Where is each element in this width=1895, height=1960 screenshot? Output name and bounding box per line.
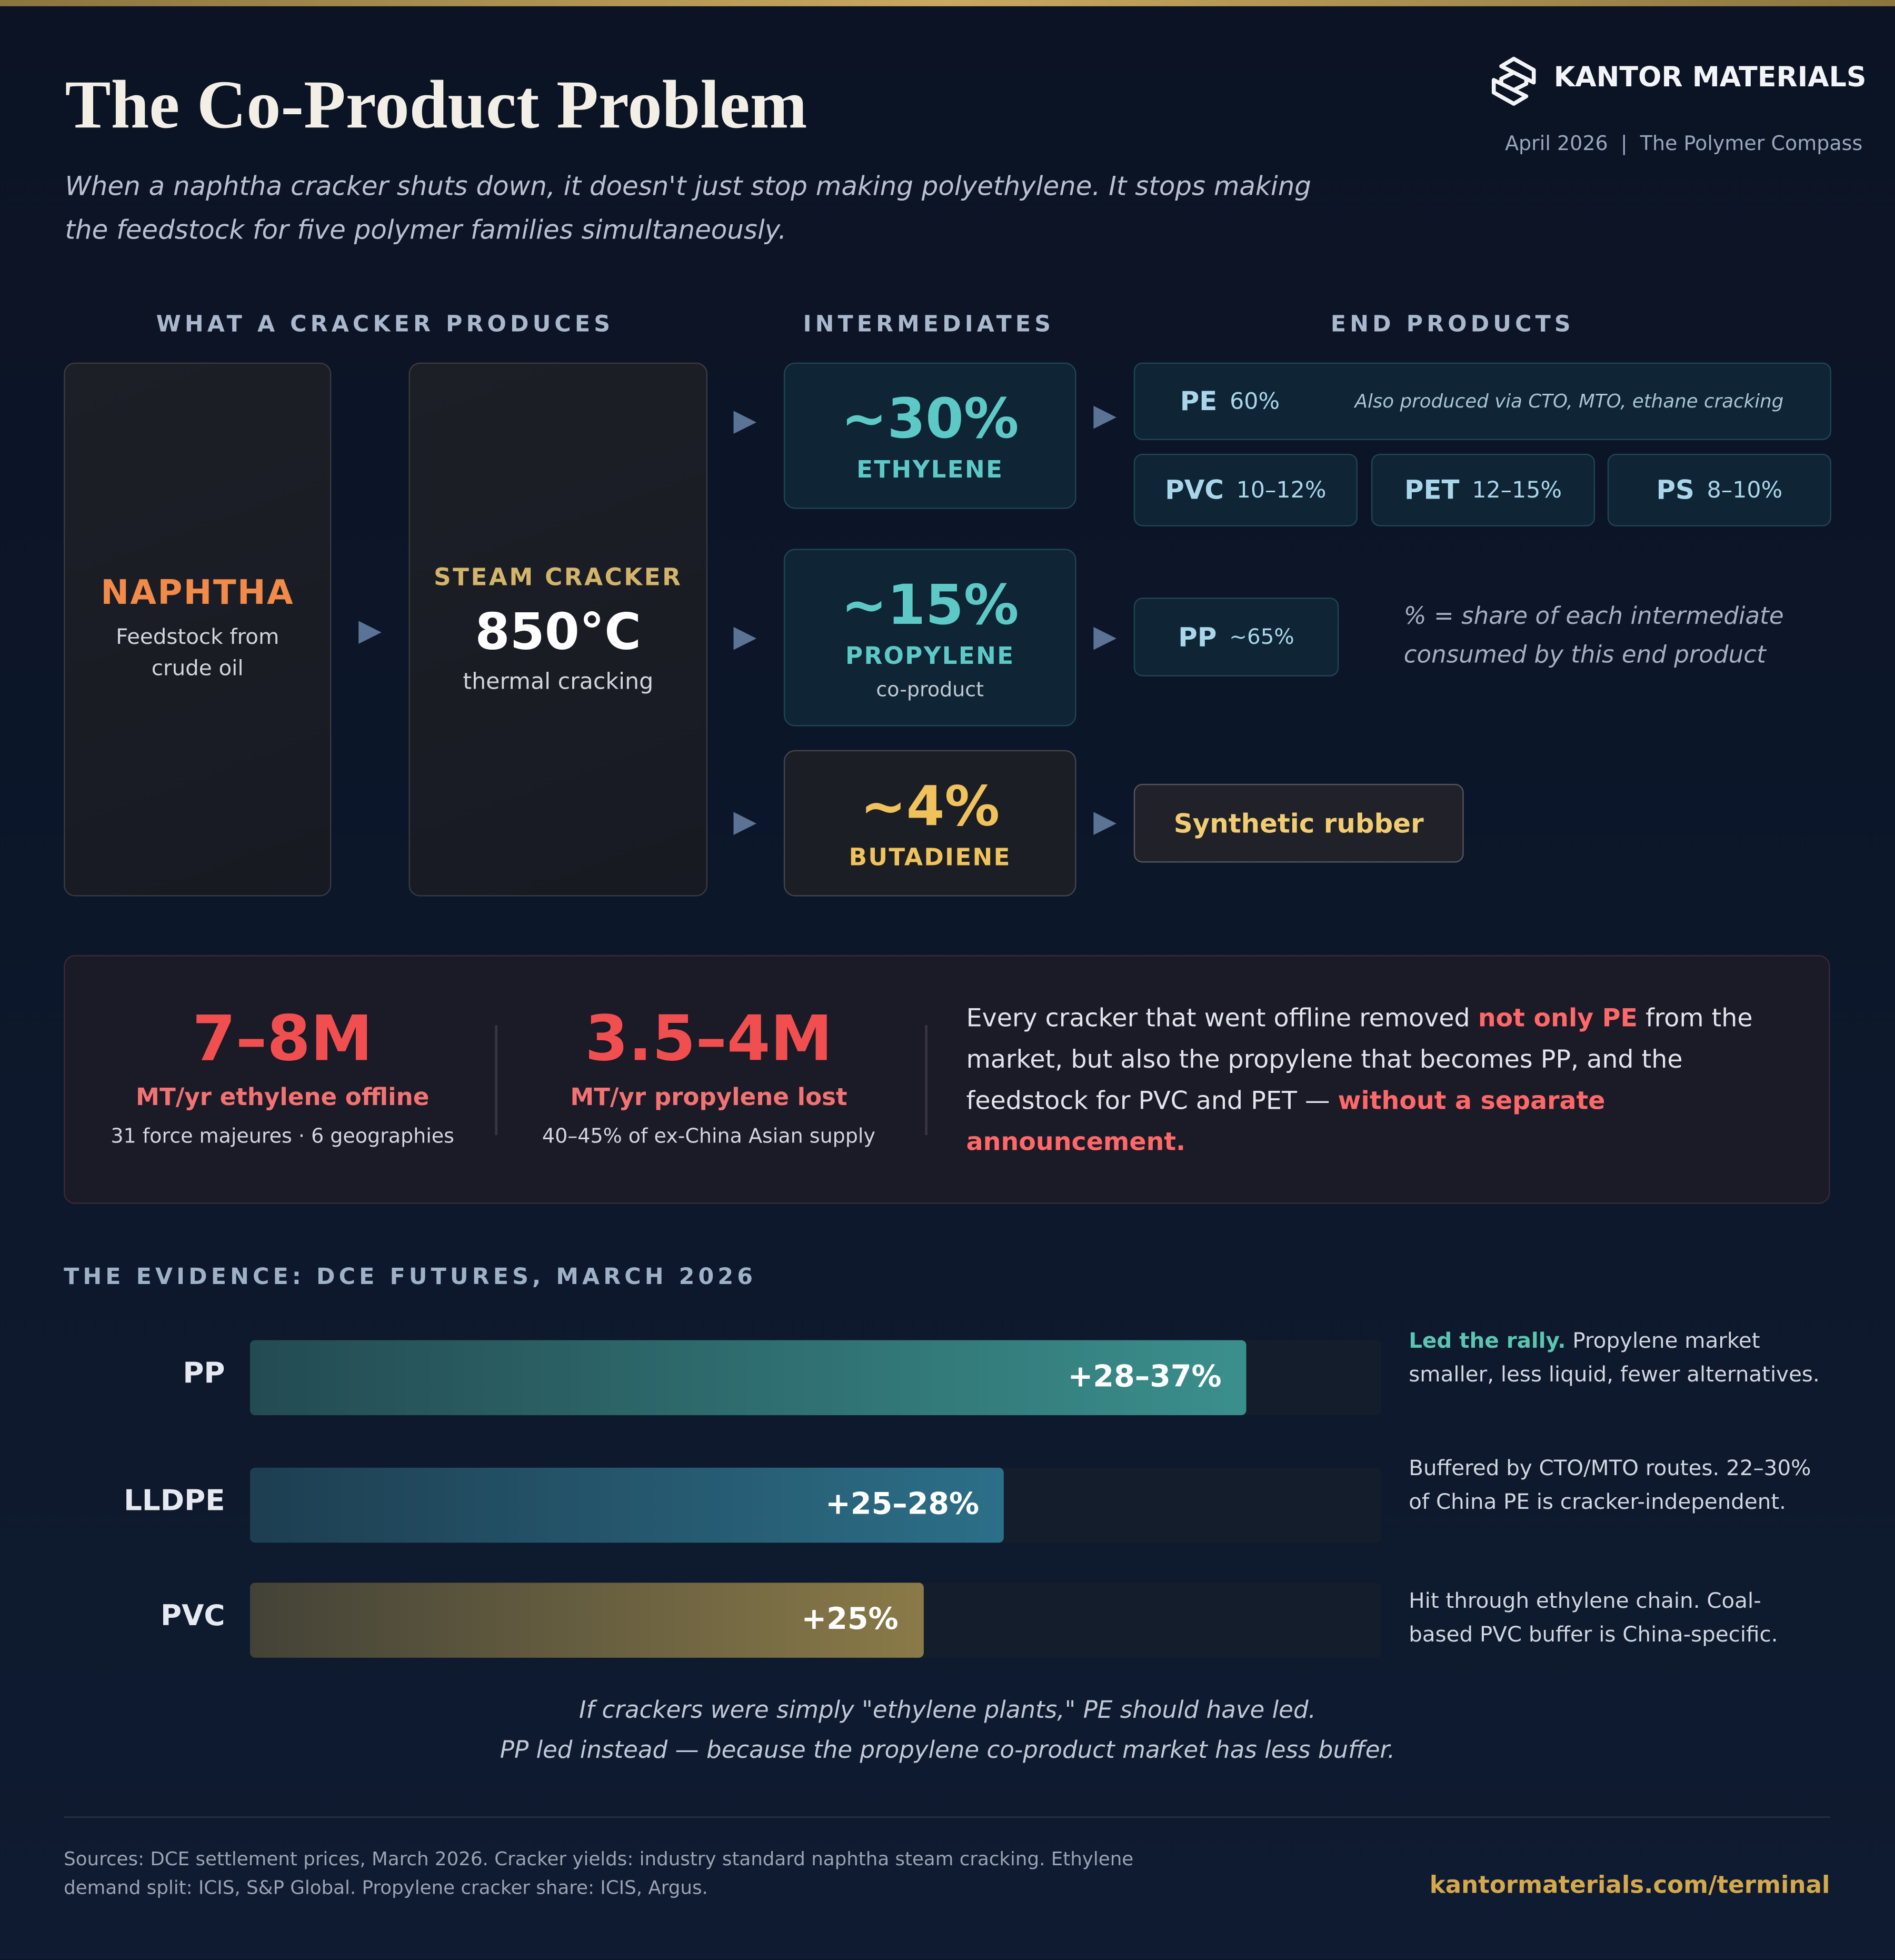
divider bbox=[495, 1025, 497, 1136]
note-text: Hit through ethylene chain. Coal-based P… bbox=[1409, 1589, 1778, 1648]
product-name: PS bbox=[1656, 475, 1694, 505]
arrow: ▶ bbox=[733, 803, 757, 839]
product-name: PVC bbox=[1165, 475, 1224, 505]
caption: PP led instead — because the propylene c… bbox=[500, 1736, 1395, 1764]
highlight: without a separate announcement. bbox=[966, 1085, 1605, 1157]
stat-label: MT/yr propylene lost bbox=[570, 1083, 847, 1112]
text: from the market, but also the propylene … bbox=[966, 1002, 1753, 1116]
legend-note: % = share of each intermediate consumed … bbox=[1403, 602, 1784, 669]
end-product-pe: PE 60% Also produced via CTO, MTO, ethan… bbox=[1133, 362, 1831, 440]
meta: April 2026 | The Polymer Compass bbox=[1505, 131, 1863, 155]
product-note: Also produced via CTO, MTO, ethane crack… bbox=[1354, 390, 1784, 413]
cracker-box: STEAM CRACKER 850°C thermal cracking bbox=[408, 362, 708, 897]
divider bbox=[925, 1025, 927, 1136]
butadiene-box: ~4% BUTADIENE bbox=[783, 750, 1076, 897]
cracker-name: STEAM CRACKER bbox=[434, 563, 683, 592]
note-text: Propylene market smaller, less liquid, f… bbox=[1409, 1329, 1820, 1388]
stat: 7–8M MT/yr ethylene offline 31 force maj… bbox=[111, 1001, 454, 1148]
share: ~30% bbox=[841, 386, 1019, 451]
sources: Sources: DCE settlement prices, March 20… bbox=[64, 1847, 1134, 1899]
end-product: PS 8–10% bbox=[1607, 454, 1831, 526]
highlight: not only PE bbox=[1478, 1002, 1638, 1033]
bar-note: Hit through ethylene chain. Coal-based P… bbox=[1409, 1585, 1821, 1653]
stat-note: 40–45% of ex-China Asian supply bbox=[542, 1123, 875, 1148]
intermediate-name: ETHYLENE bbox=[856, 455, 1004, 483]
share: ~4% bbox=[860, 774, 1000, 839]
arrow: ▶ bbox=[1093, 397, 1117, 433]
bar-note: Led the rally. Propylene market smaller,… bbox=[1409, 1325, 1821, 1392]
arrow: ▶ bbox=[358, 612, 382, 648]
end-product-pp: PP ~65% bbox=[1133, 598, 1339, 676]
title: The Co-Product Problem bbox=[65, 66, 807, 143]
bar-chart: +28–37% PP +25–28% LLDPE +25% PVC bbox=[0, 1312, 1895, 1687]
product-name: PP bbox=[1178, 622, 1217, 652]
propylene-box: ~15% PROPYLENE co-product bbox=[783, 549, 1076, 727]
product-share: 60% bbox=[1230, 388, 1280, 415]
arrow: ▶ bbox=[1093, 619, 1117, 654]
stat-value: 3.5–4M bbox=[585, 1002, 833, 1076]
product-name: PET bbox=[1404, 475, 1460, 505]
stat: 3.5–4M MT/yr propylene lost 40–45% of ex… bbox=[542, 1001, 875, 1148]
product-share: 10–12% bbox=[1236, 476, 1326, 503]
cracker-temp: 850°C bbox=[475, 603, 642, 662]
caption: If crackers were simply "ethylene plants… bbox=[579, 1696, 1316, 1724]
impact-text: Every cracker that went offline removed … bbox=[966, 998, 1767, 1162]
feed-box: NAPHTHA Feedstock from crude oil bbox=[64, 362, 332, 897]
text: Every cracker that went offline removed bbox=[966, 1002, 1478, 1033]
product-share: ~65% bbox=[1229, 624, 1294, 650]
rule bbox=[64, 1816, 1830, 1818]
end-product-rubber: Synthetic rubber bbox=[1133, 783, 1464, 863]
note-lead: Led the rally. bbox=[1409, 1329, 1566, 1354]
column-heading: INTERMEDIATES bbox=[803, 311, 1055, 338]
category-label: LLDPE bbox=[124, 1485, 225, 1518]
column-heading: END PRODUCTS bbox=[1330, 311, 1574, 338]
intermediate-name: PROPYLENE bbox=[845, 642, 1015, 670]
stat-note: 31 force majeures · 6 geographies bbox=[111, 1123, 454, 1148]
stat-value: 7–8M bbox=[192, 1002, 373, 1076]
category-label: PVC bbox=[161, 1600, 225, 1633]
brand: KANTOR MATERIALS bbox=[1553, 62, 1867, 94]
product-share: 8–10% bbox=[1707, 476, 1783, 503]
product-name: PE bbox=[1180, 386, 1218, 416]
column-heading: WHAT A CRACKER PRODUCES bbox=[156, 311, 614, 338]
feed-name: NAPHTHA bbox=[101, 573, 294, 613]
subtitle: When a naphtha cracker shuts down, it do… bbox=[65, 171, 1311, 245]
intermediate-note: co-product bbox=[876, 676, 984, 701]
logo bbox=[1491, 56, 1536, 106]
note-text: Buffered by CTO/MTO routes. 22–30% of Ch… bbox=[1409, 1456, 1811, 1516]
bar bbox=[250, 1340, 1247, 1416]
bar bbox=[250, 1583, 924, 1658]
top-accent bbox=[0, 0, 1895, 6]
value-label: +25–28% bbox=[825, 1486, 980, 1521]
value-label: +28–37% bbox=[1068, 1359, 1222, 1394]
product-share: 12–15% bbox=[1472, 476, 1562, 503]
product-name: Synthetic rubber bbox=[1173, 808, 1424, 839]
category-label: PP bbox=[183, 1357, 225, 1390]
impact-panel: 7–8M MT/yr ethylene offline 31 force maj… bbox=[64, 955, 1830, 1204]
arrow: ▶ bbox=[733, 402, 757, 438]
value-label: +25% bbox=[801, 1601, 899, 1637]
feed-desc: Feedstock from crude oil bbox=[116, 625, 280, 682]
bar-note: Buffered by CTO/MTO routes. 22–30% of Ch… bbox=[1409, 1452, 1821, 1520]
end-product: PET 12–15% bbox=[1371, 454, 1595, 526]
share: ~15% bbox=[841, 573, 1019, 637]
intermediate-name: BUTADIENE bbox=[849, 843, 1011, 871]
cracker-desc: thermal cracking bbox=[463, 669, 654, 695]
stat-label: MT/yr ethylene offline bbox=[136, 1083, 430, 1112]
arrow: ▶ bbox=[733, 619, 757, 654]
site-link[interactable]: kantormaterials.com/terminal bbox=[1429, 1871, 1830, 1899]
bar bbox=[250, 1467, 1004, 1543]
end-product: PVC 10–12% bbox=[1133, 454, 1358, 526]
evidence-title: THE EVIDENCE: DCE FUTURES, MARCH 2026 bbox=[64, 1263, 757, 1290]
ethylene-box: ~30% ETHYLENE bbox=[783, 362, 1076, 509]
arrow: ▶ bbox=[1093, 803, 1117, 839]
